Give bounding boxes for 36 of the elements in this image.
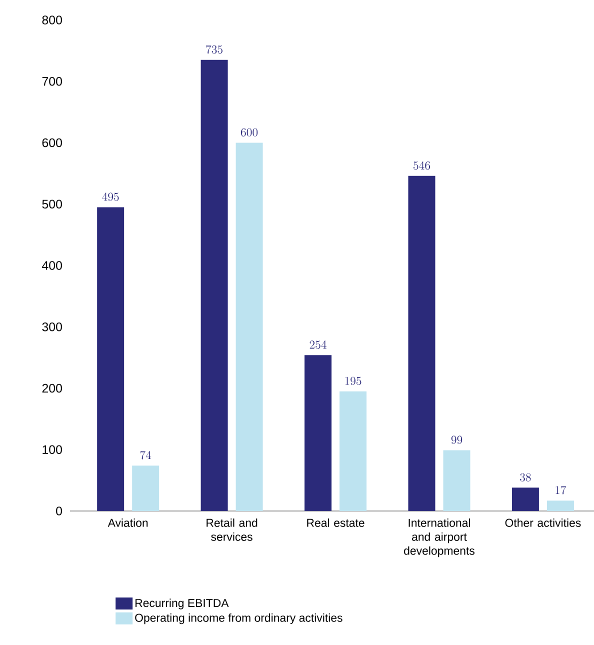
legend-label: Recurring EBITDA <box>136 598 229 610</box>
data-label: 495 <box>102 192 119 201</box>
bar <box>546 500 574 511</box>
bar <box>408 176 436 511</box>
x-tick-label: Other activities <box>505 518 581 527</box>
y-tick-label: 400 <box>42 261 62 270</box>
data-label: 74 <box>140 450 152 460</box>
x-tick-label: International and airport developments <box>404 518 474 558</box>
data-label: 600 <box>241 128 258 136</box>
y-tick-label: 800 <box>42 16 62 24</box>
y-tick-label: 500 <box>42 200 62 209</box>
bar <box>97 207 124 511</box>
bar <box>132 466 160 511</box>
bar <box>200 60 228 511</box>
x-tick-label: Aviation <box>108 518 148 527</box>
y-tick-label: 600 <box>42 138 62 148</box>
y-tick-label: 0 <box>56 506 62 516</box>
data-label: 254 <box>310 340 326 349</box>
x-tick-label: Real estate <box>307 518 364 527</box>
bar <box>304 355 332 511</box>
bar <box>443 450 470 511</box>
data-label: 38 <box>520 473 531 482</box>
data-label: 99 <box>451 436 462 444</box>
bar <box>340 391 367 511</box>
bar <box>512 488 539 511</box>
y-tick-label: 100 <box>42 445 62 454</box>
x-tick-label: Retail and services <box>206 518 258 541</box>
data-label: 17 <box>556 486 566 494</box>
data-label: 735 <box>206 45 222 54</box>
legend-label: Operating income from ordinary activities <box>135 613 342 624</box>
data-label: 195 <box>345 376 362 386</box>
y-tick-label: 700 <box>42 76 62 86</box>
y-tick-label: 300 <box>42 322 62 332</box>
data-label: 546 <box>414 161 430 170</box>
bar <box>236 142 263 511</box>
y-tick-label: 200 <box>42 384 62 393</box>
